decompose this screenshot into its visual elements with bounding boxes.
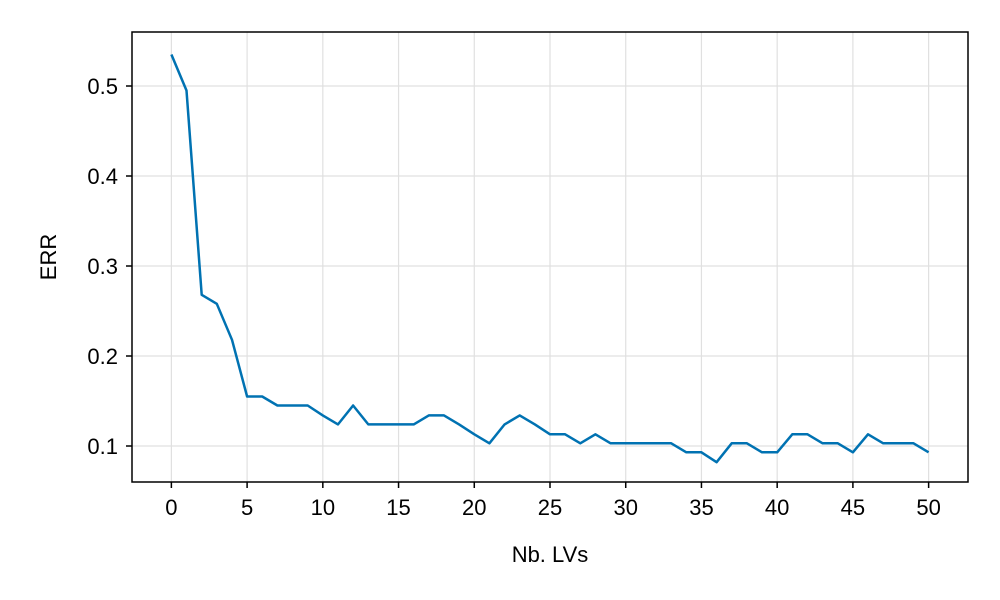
y-axis-label: ERR bbox=[36, 234, 61, 280]
x-tick-label: 40 bbox=[765, 495, 789, 520]
y-tick-label: 0.1 bbox=[87, 434, 118, 459]
grid-lines bbox=[132, 32, 968, 482]
x-tick-label: 0 bbox=[165, 495, 177, 520]
y-tick-labels: 0.1 0.2 0.3 0.4 0.5 bbox=[87, 74, 118, 459]
x-tick-label: 5 bbox=[241, 495, 253, 520]
y-tick-label: 0.5 bbox=[87, 74, 118, 99]
x-tick-label: 25 bbox=[538, 495, 562, 520]
y-tick-label: 0.4 bbox=[87, 164, 118, 189]
x-tick-label: 15 bbox=[386, 495, 410, 520]
x-tick-label: 35 bbox=[689, 495, 713, 520]
x-tick-label: 20 bbox=[462, 495, 486, 520]
err-series-line bbox=[170, 54, 930, 464]
x-tick-label: 45 bbox=[841, 495, 865, 520]
x-tick-label: 50 bbox=[916, 495, 940, 520]
x-axis-label: Nb. LVs bbox=[512, 542, 589, 567]
y-tick-label: 0.2 bbox=[87, 344, 118, 369]
x-tick-label: 10 bbox=[311, 495, 335, 520]
ticks bbox=[126, 85, 930, 488]
x-tick-labels: 0 5 10 15 20 25 30 35 40 45 50 bbox=[165, 495, 941, 520]
x-tick-label: 30 bbox=[613, 495, 637, 520]
series-layer bbox=[170, 54, 930, 464]
y-tick-label: 0.3 bbox=[87, 254, 118, 279]
